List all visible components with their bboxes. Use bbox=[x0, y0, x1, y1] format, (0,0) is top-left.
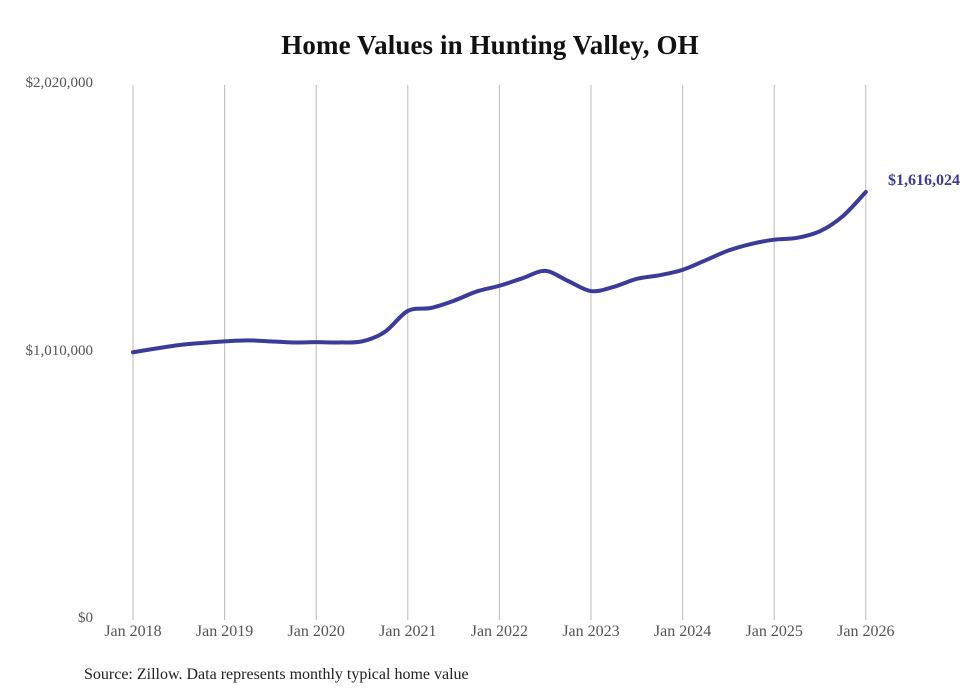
x-tick-label-jan-2018: Jan 2018 bbox=[104, 623, 162, 640]
x-tick-label-jan-2020: Jan 2020 bbox=[287, 623, 345, 640]
y-tick-label-0: $2,020,000 bbox=[25, 75, 94, 91]
series-lines bbox=[131, 189, 868, 355]
x-tick-label-jan-2021: Jan 2021 bbox=[379, 623, 437, 640]
y-tick-label-1: $1,010,000 bbox=[25, 342, 94, 359]
y-tick-label-2: $0 bbox=[78, 610, 93, 626]
x-tick-label-jan-2022: Jan 2022 bbox=[470, 623, 529, 640]
x-tick-label-jan-2025: Jan 2025 bbox=[745, 623, 803, 640]
chart-title: Home Values in Hunting Valley, OH bbox=[281, 30, 699, 60]
source-note: Source: Zillow. Data represents monthly … bbox=[84, 666, 469, 683]
series-line-0 bbox=[131, 189, 868, 355]
series-end-value-label: $1,616,024 bbox=[888, 172, 960, 189]
x-tick-label-jan-2024: Jan 2024 bbox=[653, 623, 712, 640]
x-tick-label-jan-2026: Jan 2026 bbox=[837, 623, 895, 640]
x-tick-label-jan-2019: Jan 2019 bbox=[195, 623, 254, 640]
x-tick-label-jan-2023: Jan 2023 bbox=[562, 623, 620, 640]
gridlines bbox=[132, 85, 867, 620]
